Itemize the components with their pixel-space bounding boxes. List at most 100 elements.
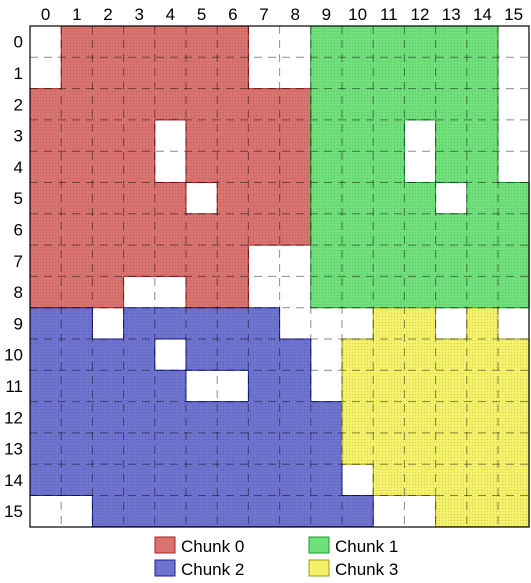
cell-texture-r0-c10 <box>342 26 374 58</box>
cell-texture-r0-c6 <box>217 26 249 58</box>
row-label-0: 0 <box>14 33 23 52</box>
cell-texture-r0-c2 <box>92 26 124 58</box>
cell-texture-r14-c3 <box>123 464 156 496</box>
column-label-2: 2 <box>103 5 112 24</box>
cell-texture-r5-c10 <box>342 182 374 215</box>
cell-texture-r0-c4 <box>154 26 187 58</box>
cell-texture-r4-c2 <box>92 151 124 183</box>
cell-texture-r7-c13 <box>435 245 468 277</box>
cell-texture-r3-c5 <box>186 119 218 152</box>
cell-texture-r14-c5 <box>186 464 218 496</box>
cell-texture-r12-c3 <box>123 401 156 434</box>
cell-texture-r2-c2 <box>92 88 124 121</box>
cell-texture-r2-c0 <box>30 88 62 121</box>
cell-texture-r14-c1 <box>61 464 93 496</box>
cell-texture-r0-c3 <box>123 26 156 58</box>
cell-texture-r13-c7 <box>248 432 280 465</box>
cell-texture-r6-c0 <box>30 213 62 246</box>
row-label-14: 14 <box>4 471 23 490</box>
cell-texture-r4-c6 <box>217 151 249 183</box>
cell-texture-r1-c4 <box>154 57 187 89</box>
cell-texture-r5-c9 <box>310 182 343 215</box>
cell-texture-r6-c8 <box>279 213 312 246</box>
cell-texture-r15-c2 <box>92 495 124 528</box>
cell-texture-r4-c0 <box>30 151 62 183</box>
cell-texture-r14-c11 <box>373 464 405 496</box>
cell-texture-r2-c7 <box>248 88 280 121</box>
legend-label-chunk-2: Chunk 2 <box>181 560 244 579</box>
cell-texture-r14-c7 <box>248 464 280 496</box>
cell-texture-r10-c15 <box>498 339 530 371</box>
cell-texture-r3-c6 <box>217 119 249 152</box>
cell-texture-r13-c1 <box>61 432 93 465</box>
cell-texture-r6-c9 <box>310 213 343 246</box>
cell-texture-r6-c11 <box>373 213 405 246</box>
cell-texture-r10-c1 <box>61 339 93 371</box>
cell-texture-r0-c9 <box>310 26 343 58</box>
column-label-4: 4 <box>166 5 175 24</box>
cell-texture-r4-c8 <box>279 151 312 183</box>
cell-texture-r11-c15 <box>498 370 530 402</box>
cell-texture-r13-c10 <box>342 432 374 465</box>
cell-texture-r3-c1 <box>61 119 93 152</box>
cell-texture-r11-c7 <box>248 370 280 402</box>
cell-texture-r12-c2 <box>92 401 124 434</box>
cell-texture-r4-c13 <box>435 151 468 183</box>
cell-texture-r3-c7 <box>248 119 280 152</box>
row-label-8: 8 <box>14 283 23 302</box>
cell-texture-r14-c2 <box>92 464 124 496</box>
cell-texture-r12-c1 <box>61 401 93 434</box>
cell-texture-r3-c13 <box>435 119 468 152</box>
cell-texture-r8-c10 <box>342 276 374 309</box>
cell-texture-r13-c14 <box>466 432 499 465</box>
cell-texture-r2-c14 <box>466 88 499 121</box>
cell-texture-r12-c4 <box>154 401 187 434</box>
cell-texture-r4-c3 <box>123 151 156 183</box>
cell-texture-r5-c2 <box>92 182 124 215</box>
cell-texture-r12-c5 <box>186 401 218 434</box>
cell-texture-r10-c12 <box>404 339 436 371</box>
cell-texture-r6-c1 <box>61 213 93 246</box>
cell-texture-r2-c8 <box>279 88 312 121</box>
cell-texture-r14-c4 <box>154 464 187 496</box>
cell-texture-r0-c12 <box>404 26 436 58</box>
cell-texture-r2-c3 <box>123 88 156 121</box>
cell-texture-r8-c2 <box>92 276 124 309</box>
cell-texture-r6-c13 <box>435 213 468 246</box>
legend-swatch-chunk-0 <box>154 536 176 554</box>
cell-texture-r14-c0 <box>30 464 62 496</box>
cell-texture-r15-c3 <box>123 495 156 528</box>
cell-texture-r10-c10 <box>342 339 374 371</box>
cell-texture-r10-c0 <box>30 339 62 371</box>
cell-texture-r2-c5 <box>186 88 218 121</box>
cell-texture-r6-c3 <box>123 213 156 246</box>
cell-texture-r7-c14 <box>466 245 499 277</box>
row-label-4: 4 <box>14 158 23 177</box>
cell-texture-r5-c15 <box>498 182 530 215</box>
legend-item-chunk-3: Chunk 3 <box>308 559 398 579</box>
cell-texture-r5-c11 <box>373 182 405 215</box>
cell-texture-r7-c1 <box>61 245 93 277</box>
cell-texture-r15-c7 <box>248 495 280 528</box>
column-label-5: 5 <box>197 5 206 24</box>
cell-texture-r15-c5 <box>186 495 218 528</box>
cell-texture-r8-c15 <box>498 276 530 309</box>
cell-texture-r8-c1 <box>61 276 93 309</box>
cell-texture-r6-c14 <box>466 213 499 246</box>
column-label-14: 14 <box>473 5 492 24</box>
cell-texture-r2-c12 <box>404 88 436 121</box>
cell-texture-r3-c10 <box>342 119 374 152</box>
row-label-3: 3 <box>14 127 23 146</box>
legend-label-chunk-3: Chunk 3 <box>335 560 398 579</box>
legend-swatch-chunk-2 <box>154 559 176 577</box>
cell-texture-r3-c11 <box>373 119 405 152</box>
cell-texture-r6-c7 <box>248 213 280 246</box>
cell-texture-r0-c5 <box>186 26 218 58</box>
cell-texture-r7-c2 <box>92 245 124 277</box>
cell-texture-r12-c10 <box>342 401 374 434</box>
cell-texture-r14-c9 <box>310 464 343 496</box>
row-label-5: 5 <box>14 189 23 208</box>
cell-texture-r14-c13 <box>435 464 468 496</box>
cell-texture-r10-c13 <box>435 339 468 371</box>
cell-texture-r15-c14 <box>466 495 499 528</box>
